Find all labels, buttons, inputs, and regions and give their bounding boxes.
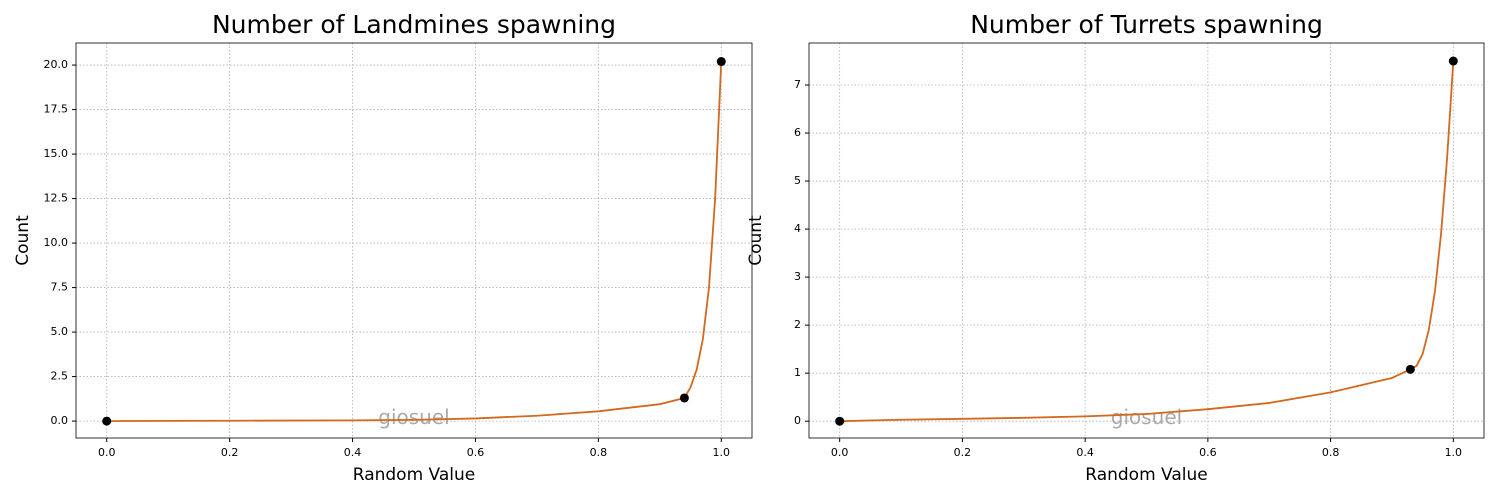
plot-frame (808, 42, 1485, 439)
x-tick-label: 0.6 (1199, 446, 1217, 459)
x-tick-label: 0.8 (1322, 446, 1340, 459)
x-tick-label: 0.0 (831, 446, 849, 459)
point (716, 57, 726, 67)
point (679, 393, 689, 403)
y-axis-label: Count (746, 215, 766, 266)
x-tick-label: 0.4 (344, 446, 362, 459)
y-tick-label: 17.5 (44, 103, 69, 116)
x-tick-label: 0.4 (1076, 446, 1094, 459)
chart-title: Number of Turrets spawning (970, 10, 1323, 39)
y-tick-label: 10.0 (44, 236, 69, 249)
y-tick-label: 0.0 (51, 414, 69, 427)
x-tick-label: 1.0 (713, 446, 731, 459)
point (835, 416, 845, 426)
plot-frame (75, 42, 753, 439)
y-axis-label: Count (13, 215, 33, 266)
y-tick-label: 2.5 (51, 370, 69, 383)
watermark: giosuel (378, 405, 449, 429)
y-tick-label: 7 (794, 78, 801, 91)
x-tick-label: 0.8 (590, 446, 608, 459)
chart-title: Number of Landmines spawning (212, 10, 616, 39)
y-tick-label: 3 (794, 270, 801, 283)
y-tick-label: 5 (794, 174, 801, 187)
y-tick-label: 7.5 (51, 281, 69, 294)
x-axis-label: Random Value (1085, 465, 1207, 485)
y-tick-label: 5.0 (51, 325, 69, 338)
y-tick-label: 0 (794, 414, 801, 427)
x-tick-label: 0.0 (98, 446, 116, 459)
line (839, 60, 1455, 423)
line (106, 61, 723, 422)
y-tick-label: 4 (794, 222, 801, 235)
y-tick-label: 20.0 (44, 58, 69, 71)
watermark: giosuel (1111, 405, 1182, 429)
y-tick-label: 15.0 (44, 147, 69, 160)
x-tick-label: 0.2 (221, 446, 239, 459)
point (1448, 56, 1458, 66)
y-tick-label: 12.5 (44, 192, 69, 205)
x-tick-label: 1.0 (1445, 446, 1463, 459)
y-tick-label: 6 (794, 126, 801, 139)
x-tick-label: 0.2 (954, 446, 972, 459)
x-axis-label: Random Value (353, 465, 475, 485)
point (102, 416, 112, 426)
x-tick-label: 0.6 (467, 446, 485, 459)
y-tick-label: 2 (794, 318, 801, 331)
y-tick-label: 1 (794, 366, 801, 379)
point (1405, 364, 1415, 374)
